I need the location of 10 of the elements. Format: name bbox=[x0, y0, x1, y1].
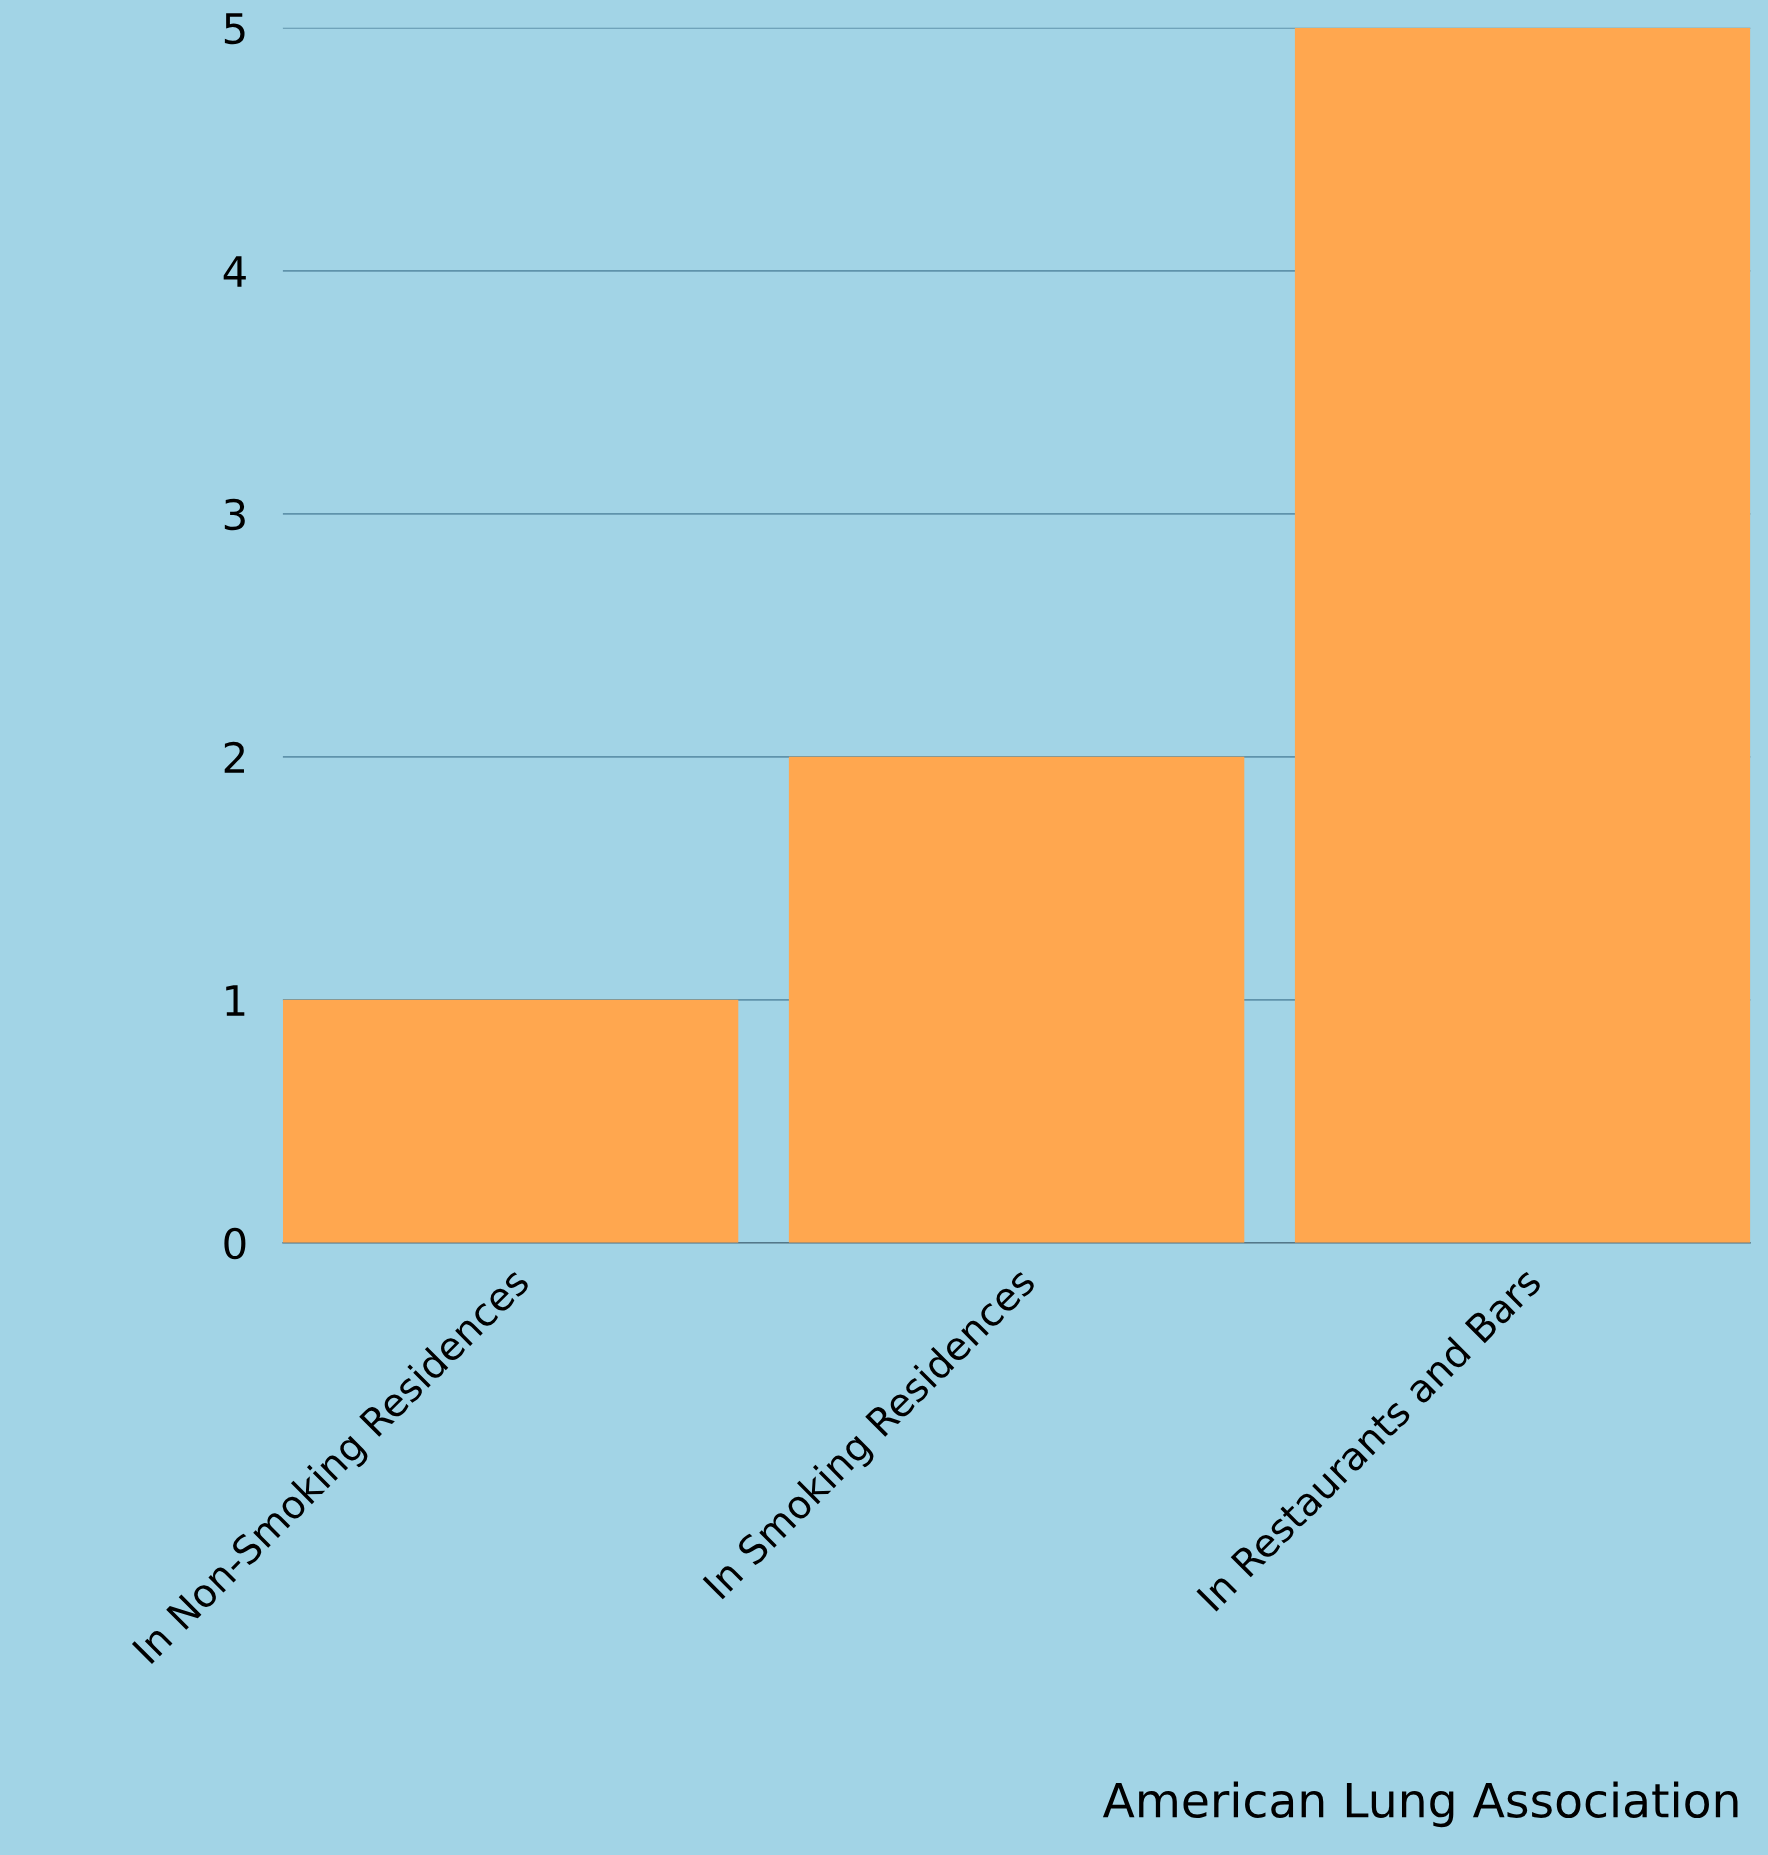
bar bbox=[1294, 27, 1751, 1243]
y-tick-label: 1 bbox=[226, 985, 245, 1016]
y-tick-label: 5 bbox=[224, 13, 245, 45]
text: American Lung Association bbox=[1102, 1781, 1738, 1828]
bar bbox=[282, 999, 739, 1243]
bar bbox=[788, 756, 1245, 1243]
y-tick-label: 2 bbox=[224, 741, 244, 773]
y-tick-label: 0 bbox=[224, 1227, 246, 1260]
y-tick-label: 4 bbox=[223, 256, 246, 287]
y-tick-label: 3 bbox=[224, 498, 245, 531]
